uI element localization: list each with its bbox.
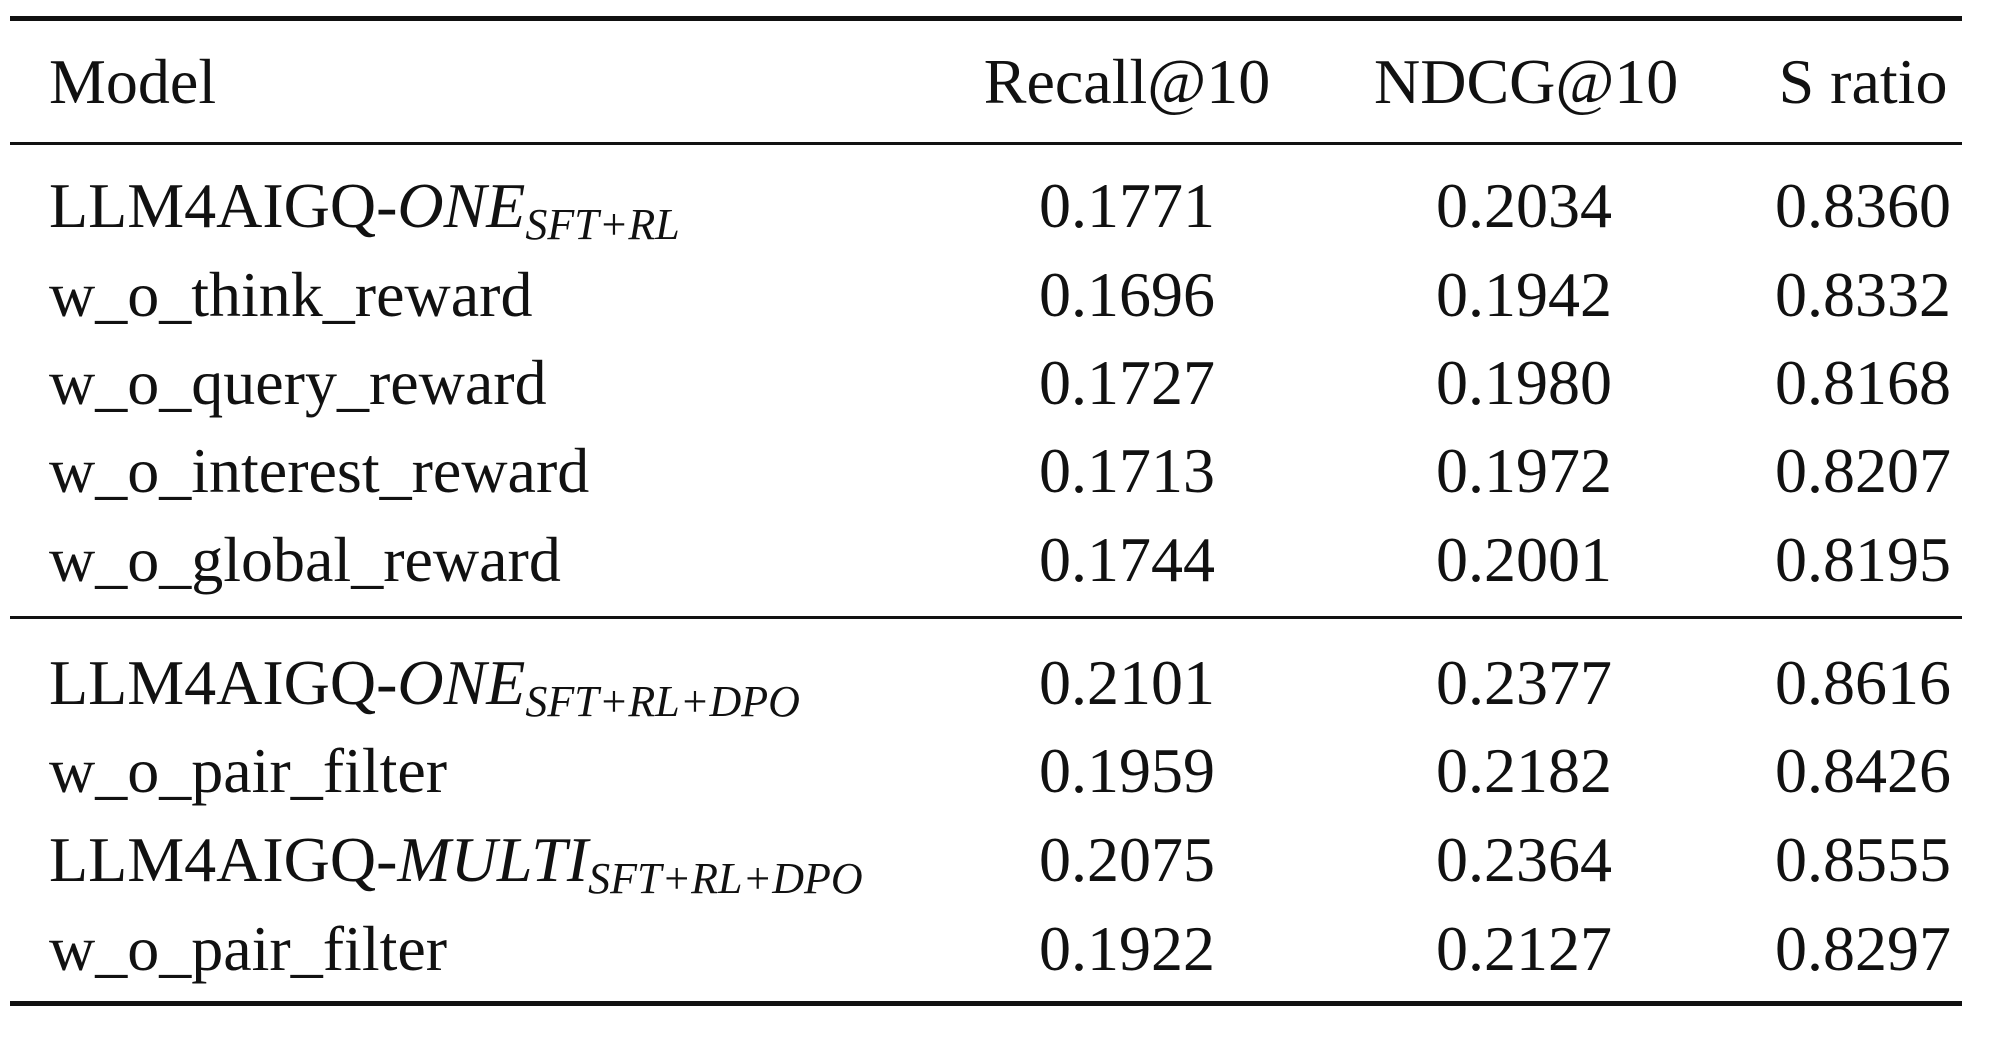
model-cell: w_o_global_reward [49, 528, 561, 592]
metric-cell: 0.1727 [1039, 347, 1215, 418]
metric-cell: 0.1942 [1436, 259, 1612, 330]
model-cell: w_o_think_reward [49, 263, 532, 327]
metric-cell: 0.2377 [1436, 647, 1612, 718]
metric-cell: 0.8616 [1775, 647, 1951, 718]
metric-cell: 0.8555 [1775, 824, 1951, 895]
metric-cell: 0.8360 [1775, 170, 1951, 241]
bottom-rule [10, 1001, 1962, 1006]
model-name: LLM4AIGQ- [49, 170, 398, 241]
model-name: w_o_global_reward [49, 524, 561, 595]
top-rule [10, 16, 1962, 21]
model-cell: LLM4AIGQ-ONESFT+RL [49, 174, 680, 247]
metric-cell: 0.1744 [1039, 524, 1215, 595]
metric-cell: 0.2364 [1436, 824, 1612, 895]
model-cell: w_o_pair_filter [49, 739, 447, 803]
header-cell: Recall@10 [983, 46, 1271, 117]
metric-cell: 0.1980 [1436, 347, 1612, 418]
group-rule [10, 616, 1962, 619]
model-cell: w_o_pair_filter [49, 917, 447, 981]
model-name: w_o_query_reward [49, 347, 547, 418]
header-rule [10, 142, 1962, 145]
metric-cell: 0.2182 [1436, 735, 1612, 806]
model-variant: MULTI [397, 824, 589, 895]
metric-cell: 0.2034 [1436, 170, 1612, 241]
metric-cell: 0.8207 [1775, 435, 1951, 506]
model-subscript: SFT+RL+DPO [525, 677, 800, 726]
model-name: LLM4AIGQ- [49, 647, 398, 718]
header-cell: Model [49, 46, 217, 117]
model-variant: ONE [397, 647, 526, 718]
model-name: w_o_interest_reward [49, 435, 590, 506]
metric-cell: 0.2075 [1039, 824, 1215, 895]
metric-cell: 0.1922 [1039, 913, 1215, 984]
metric-cell: 0.2127 [1436, 913, 1612, 984]
metric-cell: 0.1696 [1039, 259, 1215, 330]
metric-cell: 0.8297 [1775, 913, 1951, 984]
metric-cell: 0.1972 [1436, 435, 1612, 506]
metric-cell: 0.1771 [1039, 170, 1215, 241]
model-variant: ONE [397, 170, 526, 241]
metric-cell: 0.1713 [1039, 435, 1215, 506]
metric-cell: 0.8332 [1775, 259, 1951, 330]
metric-cell: 0.8195 [1775, 524, 1951, 595]
model-cell: w_o_interest_reward [49, 439, 589, 503]
metric-cell: 0.8168 [1775, 347, 1951, 418]
metric-cell: 0.2001 [1436, 524, 1612, 595]
model-name: w_o_pair_filter [49, 913, 448, 984]
metric-cell: 0.2101 [1039, 647, 1215, 718]
model-name: w_o_pair_filter [49, 735, 448, 806]
model-subscript: SFT+RL [525, 200, 680, 249]
model-name: w_o_think_reward [49, 259, 533, 330]
metric-cell: 0.1959 [1039, 735, 1215, 806]
model-name: LLM4AIGQ- [49, 824, 398, 895]
metric-cell: 0.8426 [1775, 735, 1951, 806]
header-cell: S ratio [1778, 46, 1948, 117]
model-cell: LLM4AIGQ-ONESFT+RL+DPO [49, 651, 800, 724]
header-cell: NDCG@10 [1374, 46, 1679, 117]
model-cell: w_o_query_reward [49, 351, 547, 415]
model-cell: LLM4AIGQ-MULTISFT+RL+DPO [49, 828, 863, 901]
model-subscript: SFT+RL+DPO [588, 854, 863, 903]
